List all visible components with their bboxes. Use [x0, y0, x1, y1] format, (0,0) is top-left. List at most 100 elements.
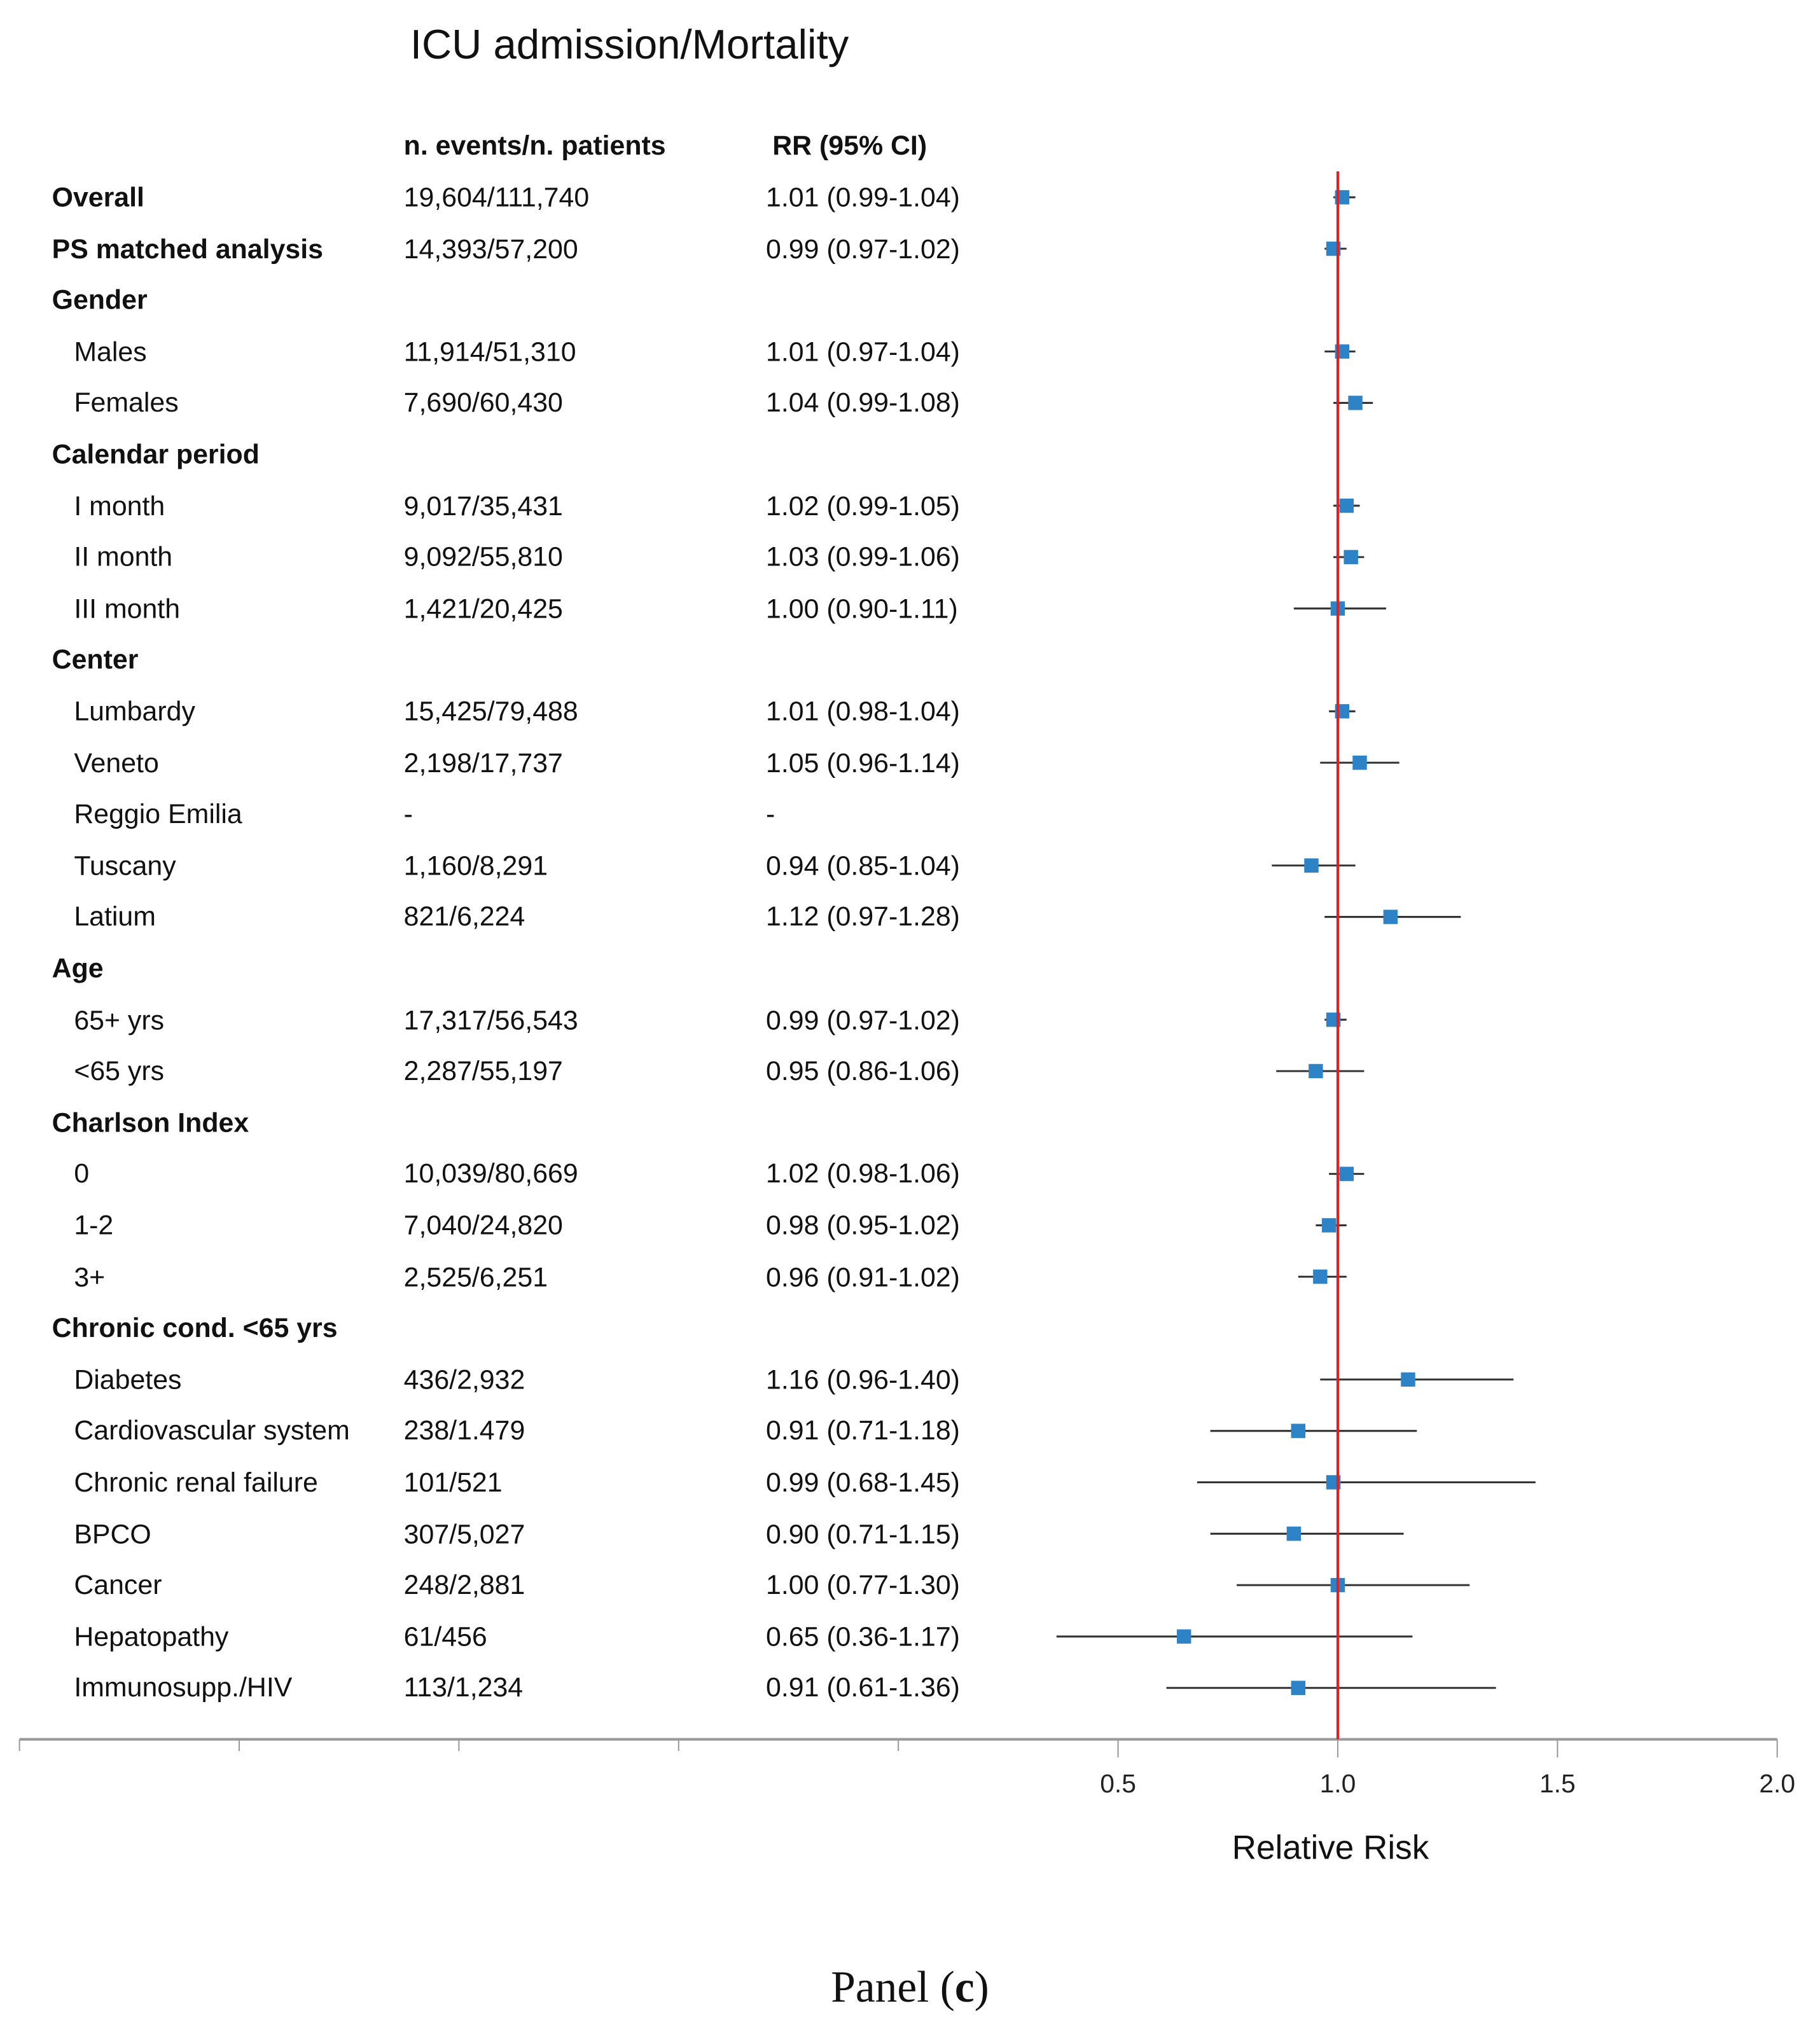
events-cell: 11,914/51,310 [403, 337, 576, 368]
rr-column-header: RR (95% CI) [772, 131, 927, 162]
row-label: Cardiovascular system [74, 1416, 350, 1447]
events-cell: 15,425/79,488 [403, 696, 578, 727]
row-label: BPCO [74, 1519, 151, 1549]
group-label: Calendar period [52, 440, 260, 470]
rr-cell: 1.00 (0.90-1.11) [766, 594, 958, 625]
group-label: Charlson Index [52, 1108, 249, 1139]
events-column-header: n. events/n. patients [403, 131, 666, 162]
row-label: Veneto [74, 748, 159, 779]
panel-caption: Panel (c) [0, 1964, 1820, 2014]
rr-cell: 0.99 (0.68-1.45) [766, 1468, 960, 1498]
events-cell: 7,040/24,820 [403, 1210, 563, 1241]
events-cell: - [403, 800, 413, 830]
events-cell: 61/456 [403, 1622, 487, 1652]
rr-cell: 1.12 (0.97-1.28) [766, 903, 960, 933]
events-cell: 9,092/55,810 [403, 543, 563, 573]
events-cell: 17,317/56,543 [403, 1005, 578, 1035]
point-estimate-marker [1313, 1270, 1328, 1284]
group-label: Age [52, 953, 104, 984]
rr-cell: 1.01 (0.99-1.04) [766, 183, 960, 213]
chart-title: ICU admission/Mortality [410, 20, 849, 68]
rr-cell: 1.16 (0.96-1.40) [766, 1365, 960, 1395]
row-label: III month [74, 594, 181, 625]
row-label: Hepatopathy [74, 1622, 229, 1652]
events-cell: 19,604/111,740 [403, 183, 590, 213]
events-cell: 1,421/20,425 [403, 594, 563, 625]
group-label: Overall [52, 183, 144, 213]
x-axis-label: Relative Risk [1232, 1827, 1429, 1867]
events-cell: 821/6,224 [403, 903, 525, 933]
row-label: I month [74, 491, 165, 522]
events-cell: 2,287/55,197 [403, 1056, 563, 1087]
row-label: 65+ yrs [74, 1005, 165, 1035]
row-label: Lumbardy [74, 696, 195, 727]
rr-cell: 0.99 (0.97-1.02) [766, 1005, 960, 1035]
point-estimate-marker [1321, 1218, 1337, 1233]
events-cell: 10,039/80,669 [403, 1160, 578, 1190]
point-estimate-marker [1176, 1629, 1191, 1644]
group-label: Center [52, 646, 139, 675]
rr-cell: 1.03 (0.99-1.06) [766, 543, 960, 573]
events-cell: 9,017/35,431 [403, 491, 563, 522]
rr-cell: 1.01 (0.98-1.04) [766, 696, 960, 727]
caption-prefix: Panel ( [831, 1963, 955, 2012]
point-estimate-marker [1352, 755, 1367, 770]
events-cell: 1,160/8,291 [403, 851, 548, 882]
x-tick-label: 2.0 [1759, 1769, 1795, 1798]
rr-cell: 1.04 (0.99-1.08) [766, 388, 960, 419]
point-estimate-marker [1344, 550, 1358, 565]
events-cell: 238/1.479 [403, 1416, 525, 1447]
row-label: Diabetes [74, 1365, 182, 1395]
row-label: II month [74, 543, 173, 573]
row-label: Reggio Emilia [74, 800, 242, 830]
row-label: Immunosupp./HIV [74, 1673, 293, 1704]
caption-letter: c [954, 1963, 975, 2012]
rr-cell: 1.00 (0.77-1.30) [766, 1570, 960, 1601]
events-cell: 2,198/17,737 [403, 748, 563, 779]
group-label: PS matched analysis [52, 234, 324, 265]
point-estimate-marker [1348, 396, 1363, 410]
events-cell: 436/2,932 [403, 1365, 525, 1395]
row-label: Cancer [74, 1570, 162, 1601]
row-label: Chronic renal failure [74, 1468, 318, 1498]
row-label: 3+ [74, 1262, 106, 1292]
events-cell: 14,393/57,200 [403, 234, 578, 265]
row-label: Males [74, 337, 147, 368]
group-label: Gender [52, 286, 148, 316]
rr-cell: - [766, 800, 775, 830]
rr-cell: 1.02 (0.98-1.06) [766, 1160, 960, 1190]
events-cell: 248/2,881 [403, 1570, 525, 1601]
point-estimate-marker [1309, 1063, 1323, 1079]
events-cell: 2,525/6,251 [403, 1262, 548, 1292]
rr-cell: 0.96 (0.91-1.02) [766, 1262, 960, 1292]
events-cell: 101/521 [403, 1468, 503, 1498]
x-tick-label: 1.5 [1539, 1769, 1576, 1798]
row-label: 0 [74, 1160, 90, 1190]
caption-suffix: ) [974, 1963, 989, 2012]
events-cell: 307/5,027 [403, 1519, 525, 1549]
rr-cell: 0.91 (0.61-1.36) [766, 1673, 960, 1704]
x-tick-label: 0.5 [1100, 1769, 1136, 1798]
rr-cell: 0.99 (0.97-1.02) [766, 234, 960, 265]
rr-cell: 0.65 (0.36-1.17) [766, 1622, 960, 1652]
rr-cell: 0.98 (0.95-1.02) [766, 1210, 960, 1241]
point-estimate-marker [1304, 858, 1319, 873]
point-estimate-marker [1339, 1167, 1354, 1181]
events-cell: 113/1,234 [403, 1673, 524, 1704]
point-estimate-marker [1286, 1527, 1302, 1541]
point-estimate-marker [1339, 498, 1354, 513]
row-label: 1-2 [74, 1210, 114, 1241]
point-estimate-marker [1291, 1680, 1305, 1695]
point-estimate-marker [1291, 1423, 1305, 1438]
x-tick-label: 1.0 [1320, 1769, 1356, 1798]
rr-cell: 1.02 (0.99-1.05) [766, 491, 960, 522]
row-label: <65 yrs [74, 1056, 165, 1087]
row-label: Females [74, 388, 179, 419]
point-estimate-marker [1401, 1372, 1415, 1387]
rr-cell: 1.01 (0.97-1.04) [766, 337, 960, 368]
point-estimate-marker [1383, 910, 1398, 924]
row-label: Tuscany [74, 851, 176, 882]
rr-cell: 1.05 (0.96-1.14) [766, 748, 960, 779]
